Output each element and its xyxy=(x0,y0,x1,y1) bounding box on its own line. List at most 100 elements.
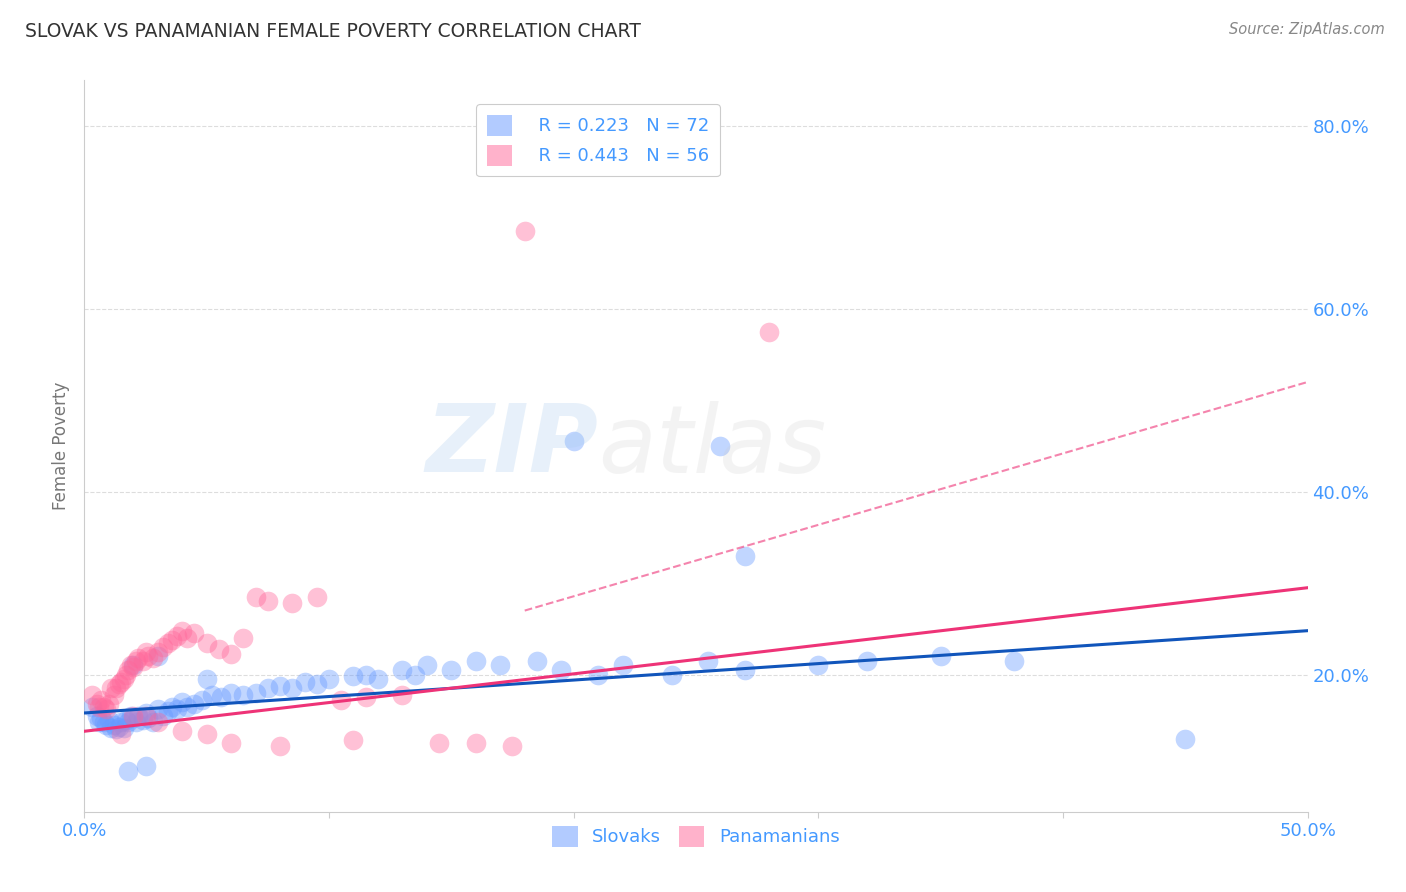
Point xyxy=(191,693,214,707)
Point xyxy=(93,699,115,714)
Point xyxy=(107,676,129,690)
Point xyxy=(162,632,184,647)
Point xyxy=(342,733,364,747)
Point xyxy=(1174,731,1197,746)
Point xyxy=(195,727,218,741)
Point xyxy=(103,688,125,702)
Point xyxy=(257,681,280,696)
Text: ZIP: ZIP xyxy=(425,400,598,492)
Point xyxy=(100,681,122,696)
Point xyxy=(219,686,242,700)
Point xyxy=(86,708,108,723)
Point xyxy=(176,631,198,645)
Point xyxy=(117,663,139,677)
Point xyxy=(1002,654,1025,668)
Point xyxy=(107,720,129,734)
Point xyxy=(208,642,231,657)
Point xyxy=(807,658,830,673)
Point xyxy=(391,688,413,702)
Point xyxy=(172,724,194,739)
Point xyxy=(697,654,720,668)
Point xyxy=(200,688,222,702)
Point xyxy=(80,688,103,702)
Point xyxy=(269,679,291,693)
Point xyxy=(612,658,634,673)
Point xyxy=(122,658,145,673)
Point xyxy=(110,715,132,730)
Point xyxy=(112,672,135,686)
Point xyxy=(103,718,125,732)
Text: atlas: atlas xyxy=(598,401,827,491)
Point xyxy=(125,715,148,730)
Legend: Slovaks, Panamanians: Slovaks, Panamanians xyxy=(546,819,846,854)
Point xyxy=(391,663,413,677)
Point xyxy=(122,660,145,674)
Point xyxy=(146,702,169,716)
Point xyxy=(152,640,174,655)
Point xyxy=(87,699,110,714)
Point xyxy=(122,711,145,725)
Point xyxy=(100,721,122,735)
Point xyxy=(156,704,179,718)
Point xyxy=(132,654,155,668)
Point xyxy=(281,681,304,696)
Point xyxy=(245,590,267,604)
Point xyxy=(734,549,756,563)
Point xyxy=(117,715,139,730)
Point xyxy=(183,626,205,640)
Point xyxy=(166,702,188,716)
Point xyxy=(90,693,112,707)
Point xyxy=(183,697,205,711)
Point xyxy=(90,711,112,725)
Point xyxy=(93,715,115,730)
Point xyxy=(166,629,188,643)
Point xyxy=(342,669,364,683)
Point xyxy=(110,674,132,689)
Point xyxy=(110,727,132,741)
Point xyxy=(305,590,328,604)
Point xyxy=(142,651,165,665)
Point xyxy=(562,434,585,449)
Point xyxy=(416,658,439,673)
Point xyxy=(127,651,149,665)
Point xyxy=(86,697,108,711)
Point xyxy=(427,736,450,750)
Point xyxy=(112,721,135,735)
Point xyxy=(856,654,879,668)
Point xyxy=(489,658,512,673)
Point xyxy=(125,654,148,668)
Point xyxy=(142,715,165,730)
Point xyxy=(122,708,145,723)
Y-axis label: Female Poverty: Female Poverty xyxy=(52,382,70,510)
Point xyxy=(404,667,426,681)
Point xyxy=(136,711,159,725)
Point xyxy=(330,693,353,707)
Point xyxy=(80,699,103,714)
Point xyxy=(195,672,218,686)
Point xyxy=(354,690,377,705)
Point xyxy=(269,739,291,753)
Point xyxy=(502,739,524,753)
Point xyxy=(87,715,110,730)
Point xyxy=(96,718,118,732)
Point xyxy=(464,654,486,668)
Point xyxy=(526,654,548,668)
Point xyxy=(257,594,280,608)
Point xyxy=(305,676,328,690)
Point xyxy=(513,224,536,238)
Point xyxy=(661,667,683,681)
Point xyxy=(117,764,139,778)
Point xyxy=(127,708,149,723)
Point xyxy=(115,714,138,728)
Point xyxy=(146,715,169,730)
Point xyxy=(734,663,756,677)
Point xyxy=(367,672,389,686)
Point xyxy=(172,624,194,638)
Point xyxy=(440,663,463,677)
Point xyxy=(172,695,194,709)
Point xyxy=(758,325,780,339)
Point xyxy=(219,736,242,750)
Point xyxy=(232,631,254,645)
Point xyxy=(96,702,118,716)
Point xyxy=(176,699,198,714)
